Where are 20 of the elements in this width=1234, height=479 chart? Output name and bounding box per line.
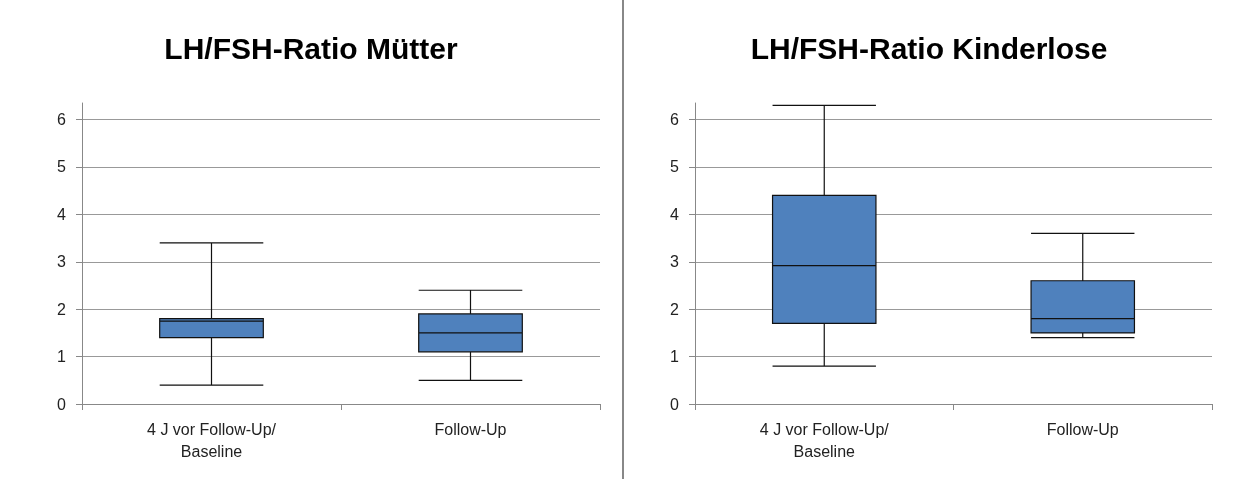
y-tick-label: 4 bbox=[670, 205, 680, 223]
x-tick-label: Follow-Up bbox=[434, 420, 507, 438]
y-tick-label: 5 bbox=[57, 158, 67, 176]
y-tick-label: 4 bbox=[57, 205, 67, 223]
x-tick-label: Follow-Up bbox=[1046, 420, 1119, 438]
y-tick-label: 6 bbox=[57, 111, 67, 129]
x-tick-label: 4 J vor Follow-Up/ Baseline bbox=[147, 420, 277, 460]
chart-title: LH/FSH-Ratio Mütter bbox=[164, 31, 458, 65]
y-tick-label: 0 bbox=[670, 395, 680, 413]
y-tick-label: 2 bbox=[670, 300, 680, 318]
y-tick-label: 2 bbox=[57, 300, 67, 318]
y-tick-label: 5 bbox=[670, 158, 680, 176]
y-tick-label: 3 bbox=[670, 253, 680, 271]
chart-title: LH/FSH-Ratio Kinderlose bbox=[750, 31, 1108, 65]
y-tick-label: 1 bbox=[57, 348, 67, 366]
x-tick-label: 4 J vor Follow-Up/ Baseline bbox=[759, 420, 890, 460]
y-tick-label: 3 bbox=[57, 253, 67, 271]
y-tick-label: 6 bbox=[670, 111, 680, 129]
y-tick-label: 0 bbox=[57, 395, 67, 413]
y-tick-label: 1 bbox=[670, 348, 680, 366]
